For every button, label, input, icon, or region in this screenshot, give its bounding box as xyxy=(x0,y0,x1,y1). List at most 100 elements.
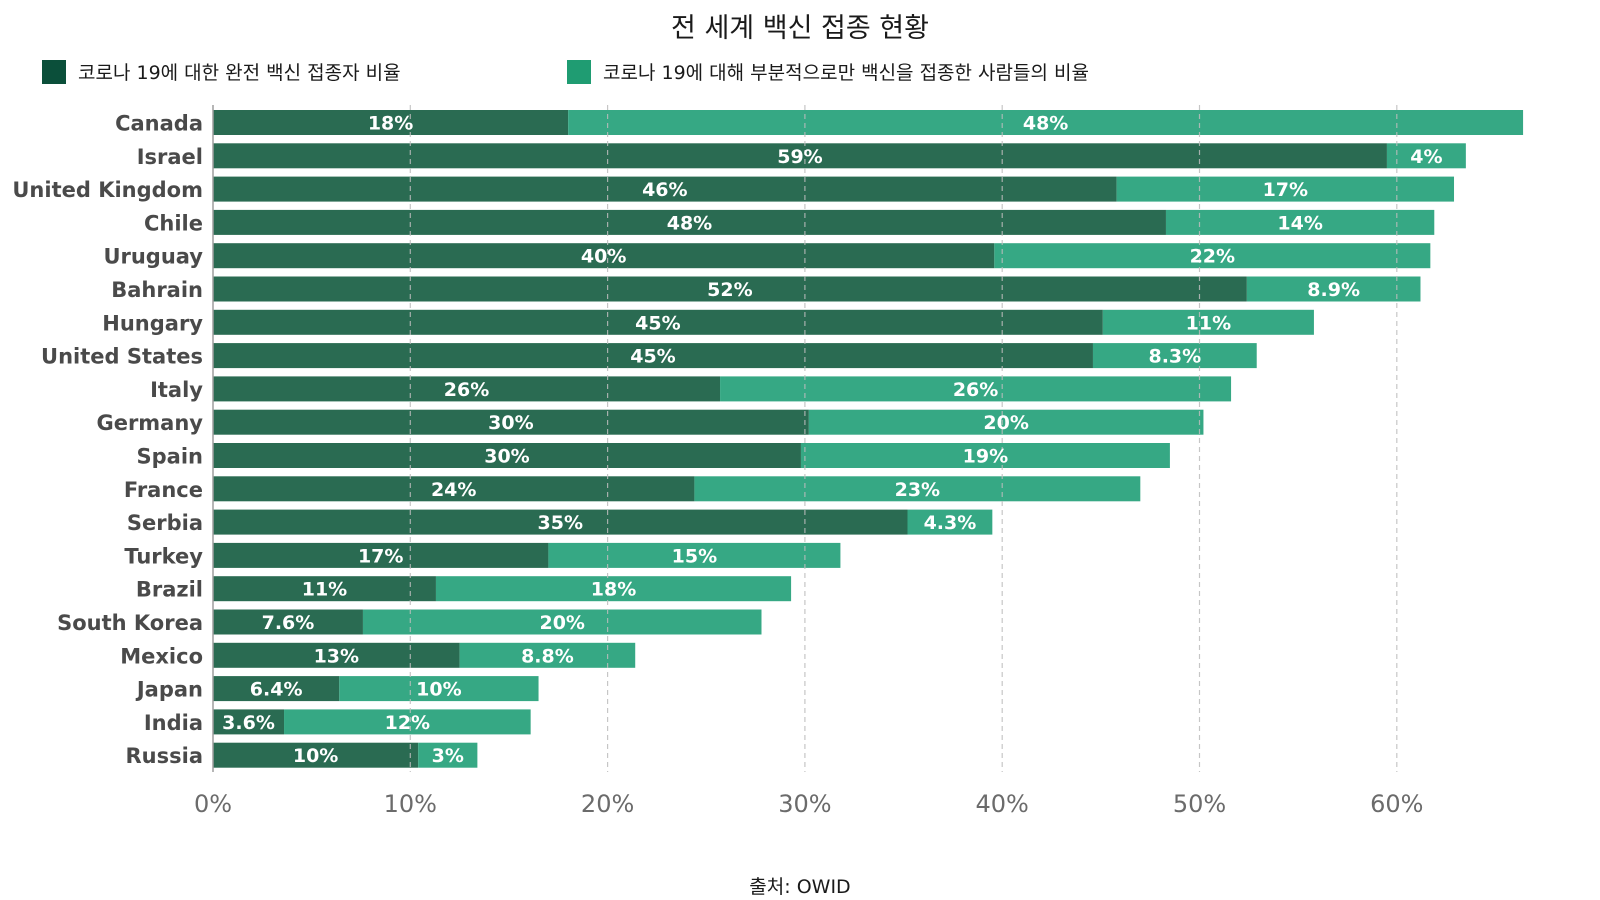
bar-full xyxy=(213,509,908,535)
x-tick-label: 0% xyxy=(194,790,232,818)
bar-partial xyxy=(800,443,1170,468)
bar-partial xyxy=(418,742,478,768)
data-label-partial: 3% xyxy=(432,745,464,767)
bar-full xyxy=(213,143,1387,169)
bar-partial xyxy=(1246,276,1421,302)
data-label-partial: 17% xyxy=(1263,179,1308,201)
data-label-partial: 4.3% xyxy=(924,512,977,534)
data-label-full: 52% xyxy=(707,279,752,301)
data-label-partial: 12% xyxy=(385,712,430,734)
bar-partial xyxy=(435,576,792,602)
data-label-full: 30% xyxy=(488,412,533,434)
data-label-full: 40% xyxy=(581,246,626,268)
x-tick-label: 40% xyxy=(976,790,1029,818)
bar-partial xyxy=(694,476,1141,502)
bar-partial xyxy=(1386,143,1466,169)
bar-full xyxy=(213,110,569,135)
grid-group xyxy=(212,105,1398,772)
category-label: Japan xyxy=(135,678,203,702)
data-label-partial: 20% xyxy=(983,412,1028,434)
bar-partial xyxy=(459,642,636,668)
data-label-full: 26% xyxy=(444,379,489,401)
bar-full xyxy=(213,542,549,568)
data-label-partial: 11% xyxy=(1186,312,1231,334)
bar-full xyxy=(213,676,340,702)
data-label-partial: 4% xyxy=(1410,146,1442,168)
bar-partial xyxy=(907,509,993,535)
data-label-partial: 20% xyxy=(539,612,584,634)
category-label: South Korea xyxy=(57,611,203,635)
data-label-full: 45% xyxy=(630,346,675,368)
category-label: Hungary xyxy=(102,311,203,335)
data-label-partial: 15% xyxy=(672,545,717,567)
bar-full xyxy=(213,276,1247,302)
bar-full xyxy=(213,576,436,602)
data-label-full: 13% xyxy=(314,645,359,667)
category-label: France xyxy=(124,478,203,502)
x-tick-label: 60% xyxy=(1370,790,1423,818)
data-label-partial: 10% xyxy=(416,679,461,701)
data-label-full: 7.6% xyxy=(262,612,315,634)
data-label-full: 3.6% xyxy=(222,712,275,734)
legend-item-full: 코로나 19에 대한 완전 백신 접종자 비율 xyxy=(42,58,401,85)
legend-swatch-partial xyxy=(567,59,591,84)
bar-full xyxy=(213,309,1103,335)
data-label-partial: 8.8% xyxy=(521,645,574,667)
bar-partial xyxy=(1165,209,1435,235)
category-label: Brazil xyxy=(136,578,203,602)
category-label: Spain xyxy=(137,445,203,469)
bar-full xyxy=(213,376,721,402)
category-label: United States xyxy=(41,345,203,369)
legend-swatch-full xyxy=(42,59,66,84)
legend-item-partial: 코로나 19에 대해 부분적으로만 백신을 접종한 사람들의 비율 xyxy=(567,58,1089,85)
legend-label-full: 코로나 19에 대한 완전 백신 접종자 비율 xyxy=(78,62,401,84)
category-label: India xyxy=(144,711,203,735)
data-label-full: 17% xyxy=(358,545,403,567)
bar-full xyxy=(213,343,1093,369)
bar-partial xyxy=(994,243,1431,269)
data-label-full: 18% xyxy=(368,113,413,135)
bar-partial xyxy=(568,110,1524,135)
category-label: Israel xyxy=(137,145,203,169)
bar-full xyxy=(213,642,460,668)
data-label-partial: 14% xyxy=(1277,212,1322,234)
data-label-partial: 8.9% xyxy=(1307,279,1360,301)
data-label-full: 35% xyxy=(538,512,583,534)
bar-full xyxy=(213,443,801,468)
data-label-full: 45% xyxy=(635,312,680,334)
bar-full xyxy=(213,209,1166,235)
bar-partial xyxy=(1116,176,1455,202)
data-label-full: 59% xyxy=(777,146,822,168)
chart-title: 전 세계 백신 접종 현황 xyxy=(671,13,929,44)
category-label: Chile xyxy=(144,211,203,235)
category-label: Germany xyxy=(96,411,203,435)
bar-partial xyxy=(362,609,762,635)
bar-full xyxy=(213,709,285,735)
bar-partial xyxy=(284,709,531,735)
labels-group: 0% 10% 20% 30% 40% 50% 60% Canada 18% 48% Israel 59… xyxy=(12,112,1442,819)
category-label: Italy xyxy=(150,378,203,402)
category-label: Bahrain xyxy=(111,278,203,302)
bars-group xyxy=(213,110,1524,768)
source-note: 출처: OWID xyxy=(749,876,851,898)
legend-label-partial: 코로나 19에 대해 부분적으로만 백신을 접종한 사람들의 비율 xyxy=(603,62,1089,84)
category-label: Turkey xyxy=(124,544,203,568)
category-label: Mexico xyxy=(120,644,203,668)
data-label-partial: 19% xyxy=(963,446,1008,468)
data-label-full: 30% xyxy=(484,446,529,468)
x-tick-label: 50% xyxy=(1173,790,1226,818)
data-label-full: 10% xyxy=(293,745,338,767)
category-label: United Kingdom xyxy=(12,178,203,202)
category-label: Canada xyxy=(115,112,203,136)
data-label-partial: 48% xyxy=(1023,113,1068,135)
data-label-partial: 23% xyxy=(895,479,940,501)
category-label: Russia xyxy=(126,744,204,768)
data-label-partial: 18% xyxy=(591,579,636,601)
x-tick-label: 30% xyxy=(778,790,831,818)
category-label: Uruguay xyxy=(103,245,203,269)
bar-full xyxy=(213,609,363,635)
bar-partial xyxy=(1092,343,1257,369)
bar-full xyxy=(213,243,995,269)
category-label: Serbia xyxy=(127,511,203,535)
